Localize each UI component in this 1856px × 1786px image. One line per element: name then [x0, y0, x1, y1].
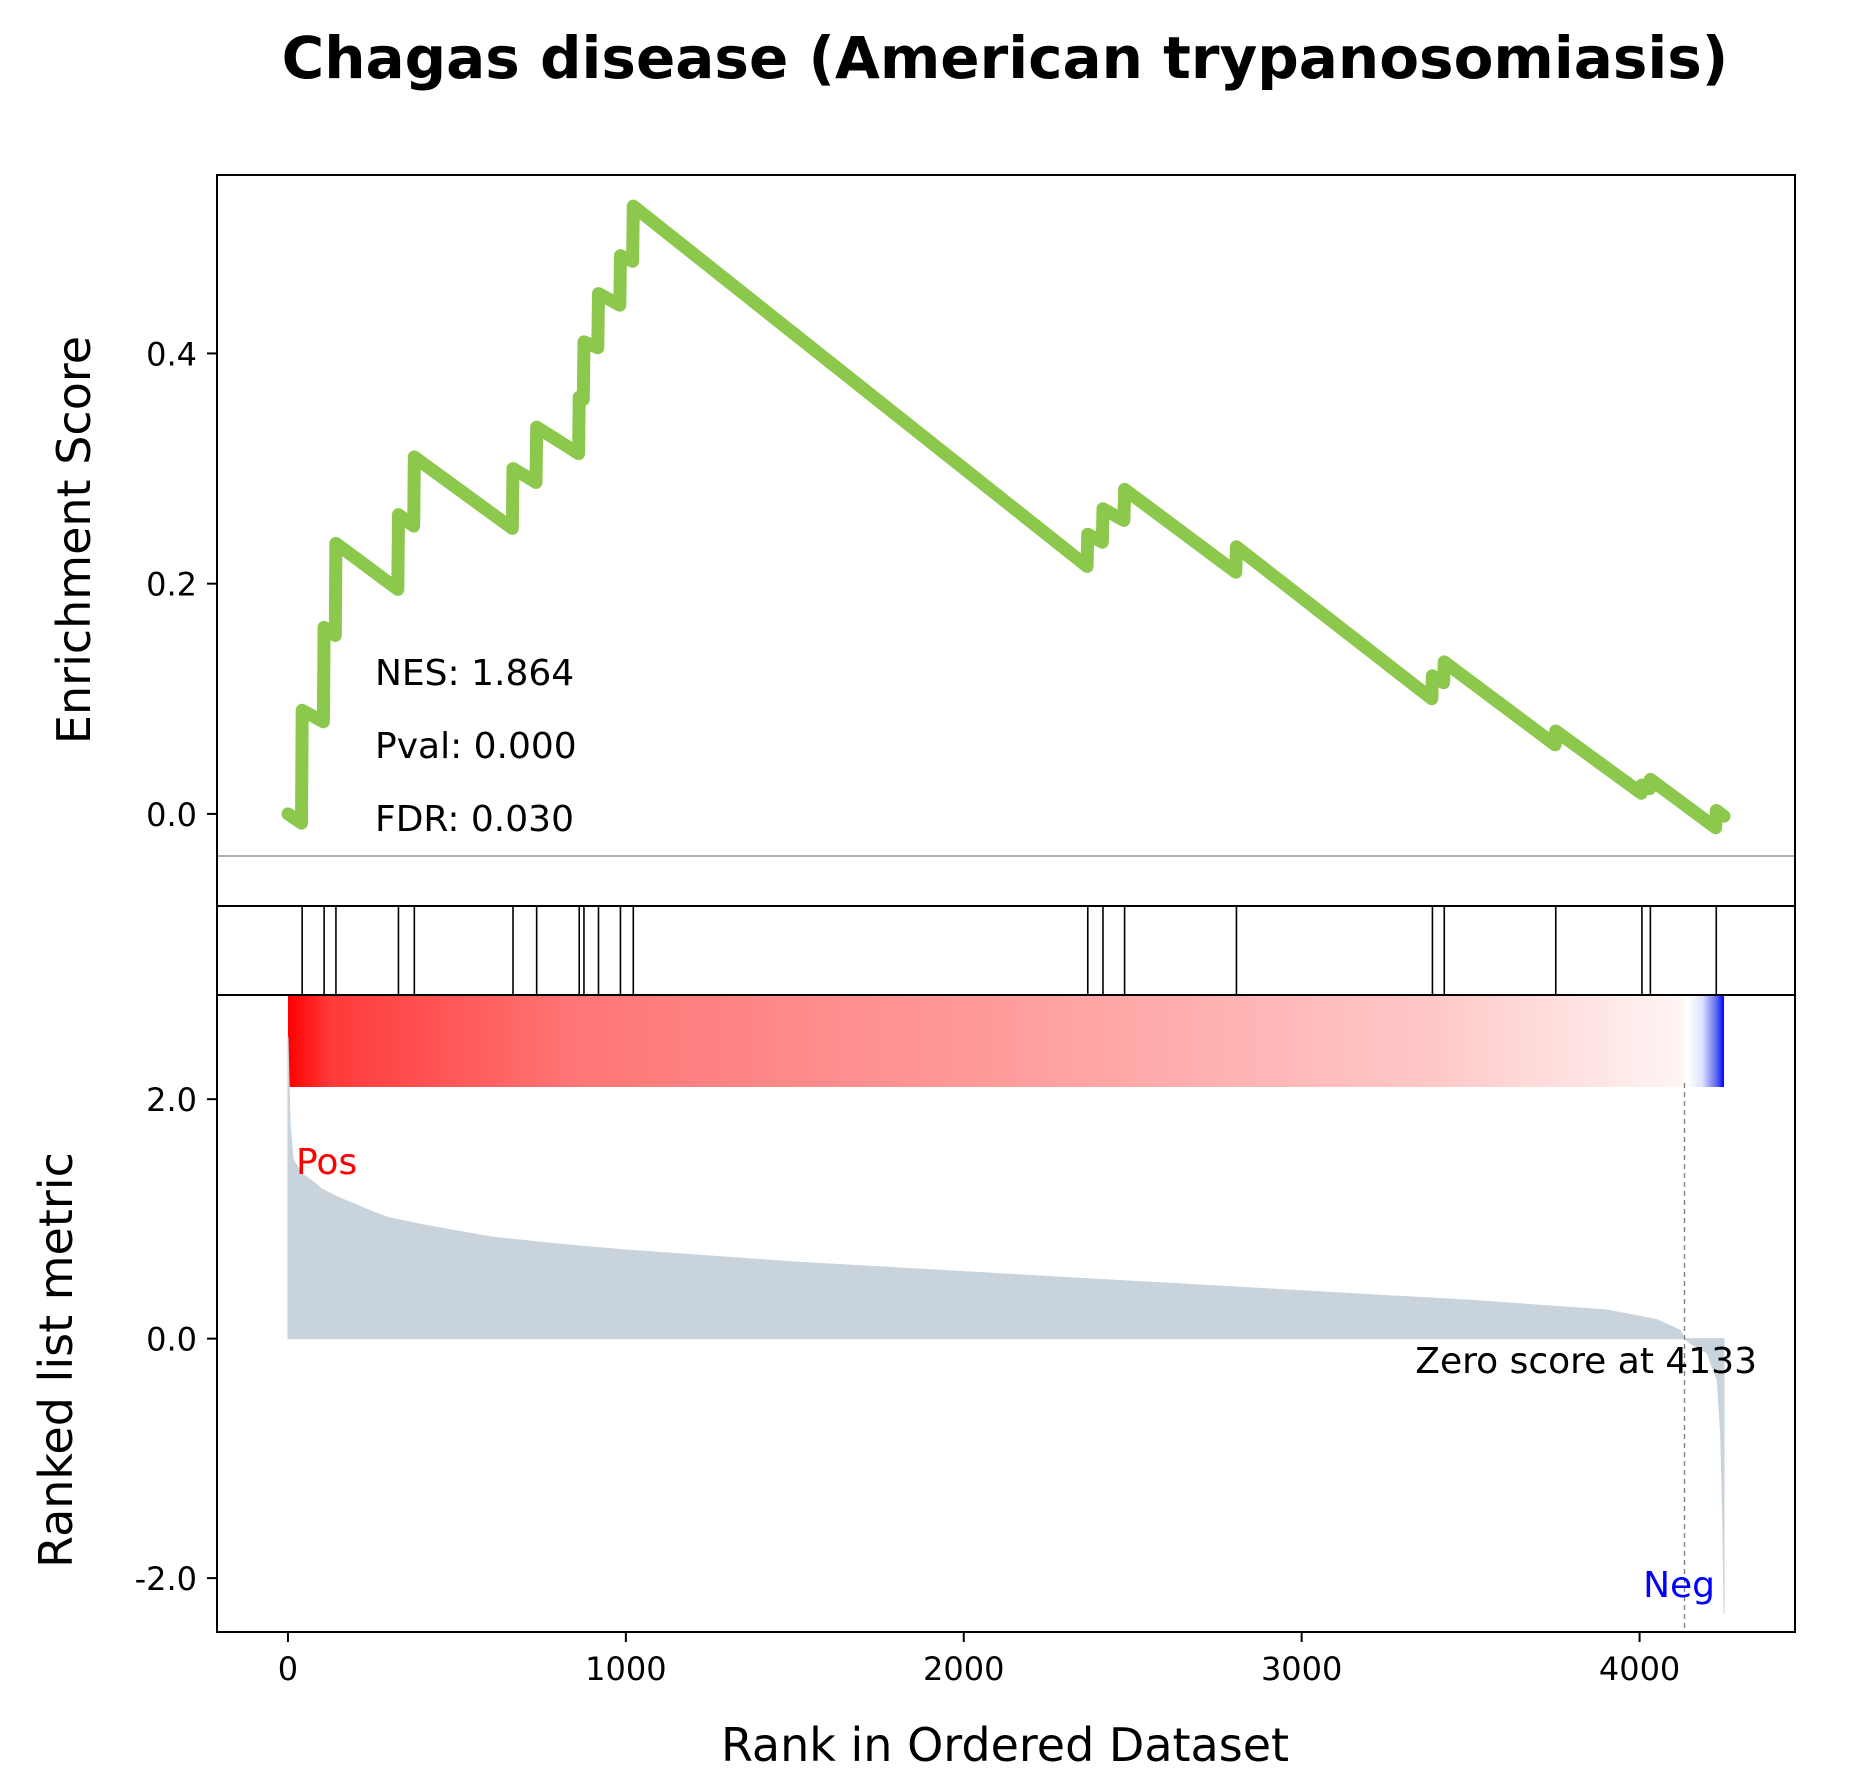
- x-tick-label: 4000: [1599, 1650, 1680, 1688]
- metric-panel-frame: [216, 994, 1796, 1633]
- chart-title: Chagas disease (American trypanosomiasis…: [282, 24, 1729, 92]
- metric-y-tick-label: 0.0: [146, 1321, 197, 1359]
- x-tick-label: 3000: [1261, 1650, 1342, 1688]
- ranked-metric-panel: 2.0 0.0 -2.0 0 1000 2000 3000 4000 Pos Neg Zer…: [29, 994, 1796, 1772]
- es-y-tick-label: 0.0: [146, 796, 197, 834]
- x-tick-label: 2000: [923, 1650, 1004, 1688]
- metric-y-tick-label: 2.0: [146, 1081, 197, 1119]
- neg-label: Neg: [1643, 1565, 1715, 1606]
- nes-annotation: NES: 1.864: [375, 653, 574, 694]
- x-tick-label: 1000: [585, 1650, 666, 1688]
- hits-panel: [216, 905, 1796, 996]
- zero-score-annotation: Zero score at 4133: [1415, 1341, 1757, 1382]
- fdr-annotation: FDR: 0.030: [375, 799, 574, 840]
- rank-colorbar: [287, 995, 1725, 1087]
- metric-y-tick-label: -2.0: [135, 1560, 197, 1598]
- es-panel-frame: [216, 174, 1796, 907]
- pval-annotation: Pval: 0.000: [375, 726, 577, 767]
- enrichment-score-line: [281, 199, 1731, 835]
- es-y-axis-label: Enrichment Score: [47, 336, 101, 744]
- es-y-tick-label: 0.4: [146, 335, 197, 373]
- es-y-tick-label: 0.2: [146, 566, 197, 604]
- pos-label: Pos: [296, 1142, 357, 1183]
- enrichment-panel: 0.0 0.2 0.4 Enrichment Score NES: 1.864 Pv…: [47, 174, 1796, 907]
- x-axis-label: Rank in Ordered Dataset: [721, 1718, 1289, 1772]
- hits-panel-frame: [216, 905, 1796, 996]
- metric-y-axis-label: Ranked list metric: [29, 1152, 83, 1568]
- ranked-metric-area: [287, 1036, 1725, 1615]
- x-tick-label: 0: [278, 1650, 298, 1688]
